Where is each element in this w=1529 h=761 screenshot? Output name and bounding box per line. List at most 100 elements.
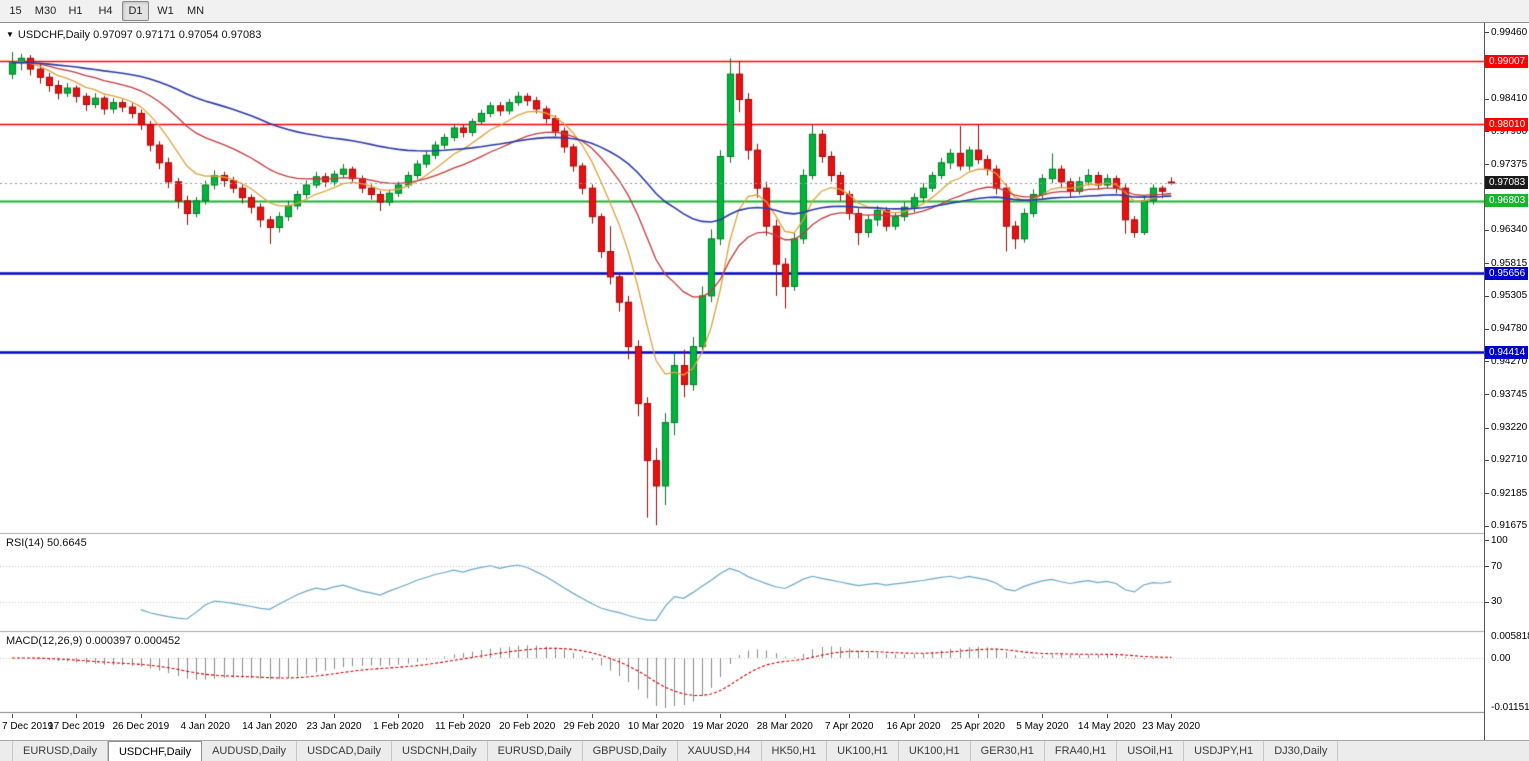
candlestick-chart-canvas[interactable]: [0, 23, 1484, 714]
date-axis-tick-mark: [849, 714, 851, 718]
date-axis-label: 4 Jan 2020: [180, 721, 230, 732]
macd-indicator-label: MACD(12,26,9) 0.000397 0.000452: [6, 635, 181, 647]
date-axis-tick-mark: [269, 714, 271, 718]
axis-tick-label: 0.93745: [1491, 388, 1528, 400]
axis-tick-label: 0.97900: [1491, 125, 1528, 137]
date-axis-label: 7 Dec 2019: [2, 721, 54, 732]
timeframe-button-w1[interactable]: W1: [157, 5, 174, 17]
timeframe-button-m30[interactable]: M30: [34, 5, 57, 17]
chart-tab-gbpusd-daily[interactable]: GBPUSD,Daily: [583, 741, 678, 761]
axis-tick-mark: [1485, 525, 1489, 527]
price-level-badge: 0.97083: [1485, 176, 1528, 190]
chart-tab-fra40-h1[interactable]: FRA40,H1: [1045, 741, 1118, 761]
chart-tab-audusd-daily[interactable]: AUDUSD,Daily: [202, 741, 298, 761]
axis-tick-label: -0.011516: [1491, 701, 1529, 713]
date-axis-tick-mark: [913, 714, 915, 718]
price-level-badge: 0.99007: [1485, 54, 1528, 68]
date-axis[interactable]: 7 Dec 2019 17 Dec 2019 26 Dec 2019 4 Jan 20…: [0, 714, 1484, 740]
chart-tab-usoil-h1[interactable]: USOil,H1: [1117, 741, 1185, 761]
date-axis-tick-mark: [527, 714, 529, 718]
date-axis-tick-mark: [1171, 714, 1173, 718]
axis-tick-label: 0.91675: [1491, 520, 1528, 532]
date-axis-label: 20 Feb 2020: [499, 721, 556, 732]
axis-tick-label: 0.95815: [1491, 257, 1528, 269]
date-axis-tick-mark: [978, 714, 979, 718]
date-axis-label: 28 Mar 2020: [756, 721, 813, 732]
price-level-badge: 0.96803: [1485, 194, 1528, 208]
axis-tick-label: 0.98410: [1491, 93, 1528, 105]
axis-tick-label: 0.99460: [1491, 26, 1528, 38]
axis-tick-label: 0.97375: [1491, 158, 1528, 170]
price-level-badge: 0.95656: [1485, 266, 1528, 280]
axis-tick-mark: [1485, 601, 1489, 603]
axis-tick-label: 0.95305: [1491, 290, 1528, 302]
date-axis-label: 25 Apr 2020: [951, 721, 1005, 732]
axis-tick-label: 0.94270: [1491, 355, 1528, 367]
date-axis-label: 23 Jan 2020: [306, 721, 362, 732]
axis-tick-mark: [1485, 32, 1489, 34]
axis-tick-label: 30: [1491, 596, 1503, 608]
axis-tick-label: 0.005818: [1491, 630, 1529, 642]
date-axis-label: 5 May 2020: [1016, 721, 1069, 732]
axis-tick-mark: [1485, 263, 1489, 265]
axis-tick-mark: [1485, 394, 1489, 396]
timeframe-button-h1[interactable]: H1: [68, 5, 83, 17]
date-axis-tick-mark: [462, 714, 464, 718]
axis-tick-label: 0.96340: [1491, 224, 1528, 236]
axis-tick-label: 0.93220: [1491, 422, 1528, 434]
date-axis-label: 26 Dec 2019: [112, 721, 170, 732]
chart-tab-bar: EURUSD,Daily USDCHF,Daily AUDUSD,Daily USDC…: [0, 740, 1529, 761]
chart-tab-usdjpy-h1[interactable]: USDJPY,H1: [1184, 741, 1265, 761]
timeframe-button-mn[interactable]: MN: [186, 5, 205, 17]
chart-tab-eurusd-daily[interactable]: EURUSD,Daily: [488, 741, 583, 761]
chart-tab-ger30-h1[interactable]: GER30,H1: [971, 741, 1045, 761]
chart-tab-uk100-h1[interactable]: UK100,H1: [899, 741, 971, 761]
chart-tab-eurusd-daily[interactable]: EURUSD,Daily: [12, 741, 108, 761]
date-axis-label: 19 Mar 2020: [692, 721, 749, 732]
chart-tab-usdcnh-daily[interactable]: USDCNH,Daily: [392, 741, 488, 761]
timeframe-button-15[interactable]: 15: [9, 5, 22, 17]
chart-tab-usdchf-daily[interactable]: USDCHF,Daily: [107, 741, 203, 761]
axis-tick-mark: [1485, 328, 1489, 330]
axis-tick-mark: [1485, 566, 1489, 568]
symbol-ohlc-text: USDCHF,Daily 0.97097 0.97171 0.97054 0.9…: [17, 29, 262, 41]
date-axis-tick-mark: [76, 714, 78, 718]
price-level-badge: 0.98010: [1485, 117, 1528, 131]
chart-tab-uk100-h1[interactable]: UK100,H1: [827, 741, 899, 761]
axis-tick-label: 0.00: [1491, 652, 1511, 664]
date-axis-tick-mark: [140, 714, 142, 718]
date-axis-label: 7 Apr 2020: [825, 721, 874, 732]
timeframe-button-d1[interactable]: D1: [122, 1, 149, 21]
date-axis-tick-mark: [720, 714, 722, 718]
date-axis-tick-mark: [205, 714, 207, 718]
axis-tick-label: 0.92710: [1491, 454, 1528, 466]
axis-tick-mark: [1485, 295, 1489, 297]
date-axis-label: 10 Mar 2020: [627, 721, 685, 732]
axis-tick-mark: [1485, 427, 1489, 429]
date-axis-tick-mark: [334, 714, 335, 718]
timeframe-button-h4[interactable]: H4: [98, 5, 113, 17]
axis-tick-label: 100: [1491, 534, 1508, 546]
axis-tick-mark: [1485, 98, 1489, 100]
price-level-badge: 0.94414: [1485, 345, 1528, 359]
date-axis-label: 23 May 2020: [1142, 721, 1201, 732]
axis-tick-label: 0.94780: [1491, 323, 1528, 335]
timeframe-toolbar: 15 M30 H1 H4 D1 W1 MN: [0, 0, 1529, 23]
chart-tab-usdcad-daily[interactable]: USDCAD,Daily: [297, 741, 393, 761]
price-axis[interactable]: 0.99460 0.98410 0.97900 0.97375 0.96340 0.958…: [1484, 23, 1529, 740]
chart-tab-dj30-daily[interactable]: DJ30,Daily: [1264, 741, 1339, 761]
chart-tab-xauusd-h4[interactable]: XAUUSD,H4: [678, 741, 762, 761]
axis-tick-mark: [1485, 131, 1489, 133]
date-axis-label: 14 Jan 2020: [242, 721, 298, 732]
date-axis-tick-mark: [12, 714, 13, 718]
chart-symbol-ohlc-label: ▼ USDCHF,Daily 0.97097 0.97171 0.97054 0.…: [6, 29, 261, 41]
date-axis-label: 14 May 2020: [1077, 721, 1136, 732]
rsi-indicator-label: RSI(14) 50.6645: [6, 537, 87, 549]
date-axis-label: 16 Apr 2020: [886, 721, 941, 732]
date-axis-tick-mark: [1106, 714, 1108, 718]
chart-tab-hk50-h1[interactable]: HK50,H1: [762, 741, 828, 761]
date-axis-tick-mark: [1042, 714, 1044, 718]
date-axis-tick-mark: [398, 714, 400, 718]
date-axis-label: 29 Feb 2020: [563, 721, 620, 732]
